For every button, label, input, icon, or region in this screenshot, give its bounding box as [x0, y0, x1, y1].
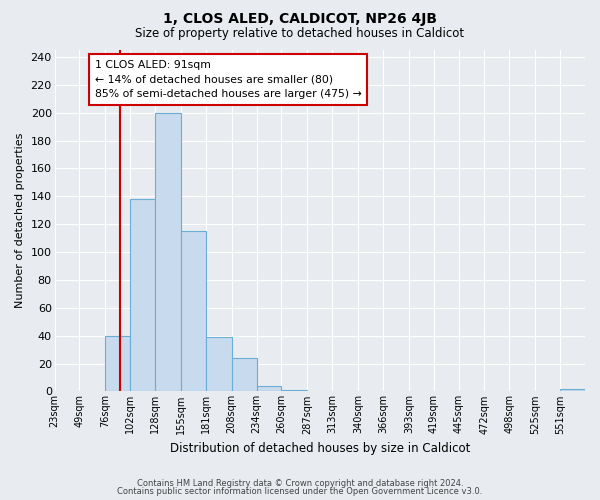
Bar [130, 199, 155, 392]
Bar [281, 390, 307, 392]
Y-axis label: Number of detached properties: Number of detached properties [15, 133, 25, 308]
Text: Size of property relative to detached houses in Caldicot: Size of property relative to detached ho… [136, 28, 464, 40]
X-axis label: Distribution of detached houses by size in Caldicot: Distribution of detached houses by size … [170, 442, 470, 455]
Bar [232, 358, 257, 392]
Bar [257, 386, 281, 392]
Bar [155, 112, 181, 392]
Text: Contains public sector information licensed under the Open Government Licence v3: Contains public sector information licen… [118, 488, 482, 496]
Bar [181, 231, 206, 392]
Text: Contains HM Land Registry data © Crown copyright and database right 2024.: Contains HM Land Registry data © Crown c… [137, 478, 463, 488]
Text: 1, CLOS ALED, CALDICOT, NP26 4JB: 1, CLOS ALED, CALDICOT, NP26 4JB [163, 12, 437, 26]
Text: 1 CLOS ALED: 91sqm
← 14% of detached houses are smaller (80)
85% of semi-detache: 1 CLOS ALED: 91sqm ← 14% of detached hou… [95, 60, 362, 100]
Bar [106, 336, 130, 392]
Bar [560, 388, 585, 392]
Bar [206, 337, 232, 392]
